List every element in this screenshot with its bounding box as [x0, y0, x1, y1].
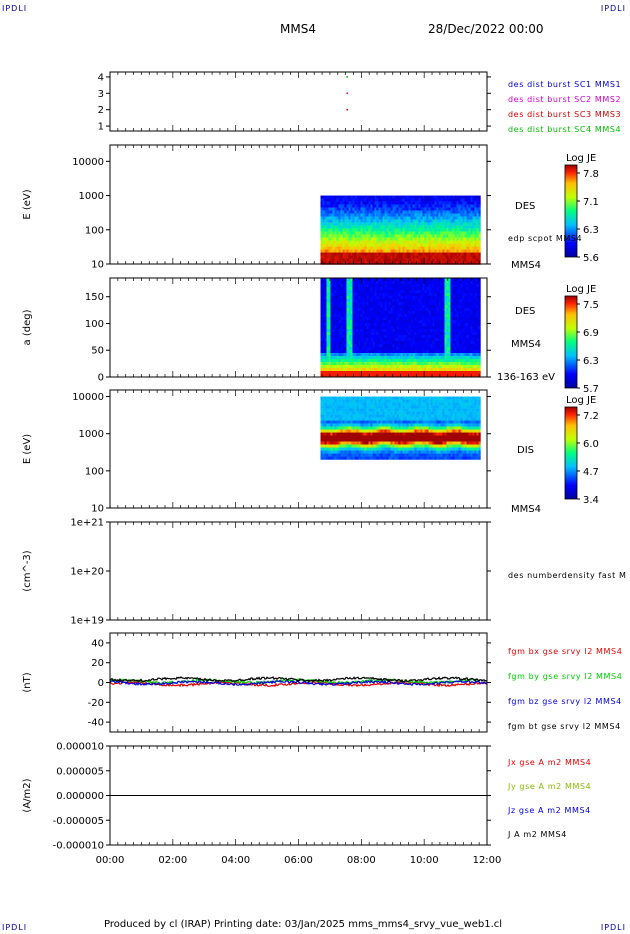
y-axis-label-5: (nT) — [22, 672, 33, 692]
burst-point-3-0 — [346, 76, 348, 78]
y-tick-label-6-3: -0.000005 — [53, 816, 104, 827]
y-tick-label-5-3: -20 — [88, 698, 104, 709]
colorbar-tick-1-0: 7.8 — [583, 169, 599, 180]
corner-label-bl: IPDLI — [2, 923, 28, 932]
y-tick-label-5-0: 40 — [91, 638, 104, 649]
y-tick-label-0-1: 3 — [98, 89, 104, 100]
colorbar-2 — [564, 295, 578, 389]
bottom-label-des-pitch: 136-163 eV — [497, 372, 555, 383]
y-tick-label-0-0: 4 — [98, 72, 104, 83]
colorbar-3 — [564, 406, 578, 500]
y-tick-label-2-1: 100 — [85, 319, 104, 330]
colorbar-tick-3-2: 4.7 — [583, 467, 599, 478]
x-tick-label-0: 00:00 — [96, 855, 125, 866]
y-tick-label-2-3: 0 — [98, 373, 104, 384]
legend-fgm-0: fgm bx gse srvy l2 MMS4 — [508, 647, 622, 656]
colorbar-title-3: Log JE — [566, 395, 596, 406]
y-tick-label-1-2: 100 — [85, 225, 104, 236]
corner-label-br: IPDLI — [600, 923, 626, 932]
y-tick-label-3-2: 100 — [85, 466, 104, 477]
y-tick-label-6-0: 0.000010 — [56, 742, 104, 753]
side-note-des-energy: edp scpot MMS4 — [508, 234, 582, 243]
y-tick-label-6-2: 0.000000 — [56, 791, 104, 802]
panel-frame-4 — [109, 521, 488, 621]
y-tick-label-6-1: 0.000005 — [56, 766, 104, 777]
legend-burst-1: des dist burst SC2 MMS2 — [508, 95, 621, 104]
y-axis-label-3: E (eV) — [22, 434, 33, 464]
burst-point-2-0 — [346, 108, 348, 111]
y-axis-label-6: (A/m2) — [22, 778, 33, 812]
x-tick-label-5: 10:00 — [410, 855, 439, 866]
bottom-label-des-energy: MMS4 — [511, 260, 541, 271]
footer-credit: Produced by cl (IRAP) Printing date: 03/… — [104, 919, 503, 930]
colorbar-title-2: Log JE — [566, 284, 596, 295]
legend-current-0: Jx gse A m2 MMS4 — [507, 758, 591, 767]
y-axis-label-4: (cm^-3) — [22, 550, 33, 591]
legend-current-3: J A m2 MMS4 — [507, 830, 567, 839]
y-tick-label-3-3: 10 — [91, 504, 104, 515]
y-tick-label-3-1: 1000 — [79, 429, 104, 440]
legend-fgm-3: fgm bt gse srvy l2 MMS4 — [508, 722, 621, 731]
colorbar-tick-1-1: 7.1 — [583, 197, 599, 208]
y-tick-label-1-3: 10 — [91, 260, 104, 271]
y-tick-label-4-1: 1e+20 — [70, 567, 104, 578]
y-tick-label-0-2: 2 — [98, 105, 104, 116]
panel-label2-des-pitch: MMS4 — [511, 339, 541, 350]
series-line-fgm-2 — [109, 679, 488, 687]
spacecraft-title: MMS4 — [280, 22, 316, 36]
x-tick-label-3: 06:00 — [284, 855, 313, 866]
corner-label-tr: IPDLI — [600, 4, 626, 13]
colorbar-tick-3-0: 7.2 — [583, 411, 599, 422]
legend-fgm-1: fgm by gse srvy l2 MMS4 — [508, 672, 622, 681]
colorbar-tick-1-2: 6.3 — [583, 225, 599, 236]
x-tick-label-1: 02:00 — [158, 855, 187, 866]
panel-frame-0 — [109, 71, 488, 132]
y-tick-label-5-2: 0 — [98, 678, 104, 689]
x-tick-label-4: 08:00 — [347, 855, 376, 866]
x-tick-label-6: 12:00 — [473, 855, 502, 866]
corner-label-tl: IPDLI — [2, 4, 28, 13]
y-tick-label-0-3: 1 — [98, 122, 104, 133]
y-axis-label-2: a (deg) — [22, 309, 33, 345]
y-tick-label-5-1: 20 — [91, 658, 104, 669]
legend-fgm-2: fgm bz gse srvy l2 MMS4 — [508, 697, 622, 706]
burst-point-1-0 — [346, 92, 348, 95]
legend-current-1: Jy gse A m2 MMS4 — [507, 782, 591, 791]
y-tick-label-2-2: 50 — [91, 346, 104, 357]
y-tick-label-2-0: 150 — [85, 292, 104, 303]
bottom-label-dis-energy: MMS4 — [511, 504, 541, 515]
legend-burst-3: des dist burst SC4 MMS4 — [508, 125, 621, 134]
legend-burst-2: des dist burst SC3 MMS3 — [508, 110, 621, 119]
y-axis-label-1: E (eV) — [22, 189, 33, 219]
colorbar-1 — [564, 164, 578, 258]
panel-label-dis-energy: DIS — [517, 445, 534, 456]
panel-label-des-pitch: DES — [515, 306, 535, 317]
y-tick-label-4-0: 1e+21 — [70, 518, 104, 529]
legend-burst-0: des dist burst SC1 MMS1 — [508, 80, 621, 89]
colorbar-tick-2-1: 6.9 — [583, 328, 599, 339]
colorbar-title-1: Log JE — [566, 153, 596, 164]
colorbar-tick-3-3: 3.4 — [583, 495, 599, 506]
y-tick-label-1-0: 10000 — [72, 157, 104, 168]
colorbar-tick-1-3: 5.6 — [583, 253, 599, 264]
colorbar-tick-2-2: 6.3 — [583, 356, 599, 367]
series-line-fgm-0 — [109, 680, 488, 688]
colorbar-tick-3-1: 6.0 — [583, 439, 599, 450]
colorbar-tick-2-3: 5.7 — [583, 384, 599, 395]
y-tick-label-5-4: -40 — [88, 718, 104, 729]
y-tick-label-3-0: 10000 — [72, 392, 104, 403]
legend-current-2: Jz gse A m2 MMS4 — [507, 806, 591, 815]
date-title: 28/Dec/2022 00:00 — [428, 22, 544, 36]
series-line-fgm-3 — [109, 676, 488, 683]
y-tick-label-4-2: 1e+19 — [70, 616, 104, 627]
colorbar-tick-2-0: 7.5 — [583, 300, 599, 311]
side-note-density: des numberdensity fast M — [508, 571, 627, 580]
y-tick-label-6-4: -0.000010 — [53, 841, 104, 852]
panel-label-des-energy: DES — [515, 201, 535, 212]
y-tick-label-1-1: 1000 — [79, 191, 104, 202]
x-tick-label-2: 04:00 — [221, 855, 250, 866]
